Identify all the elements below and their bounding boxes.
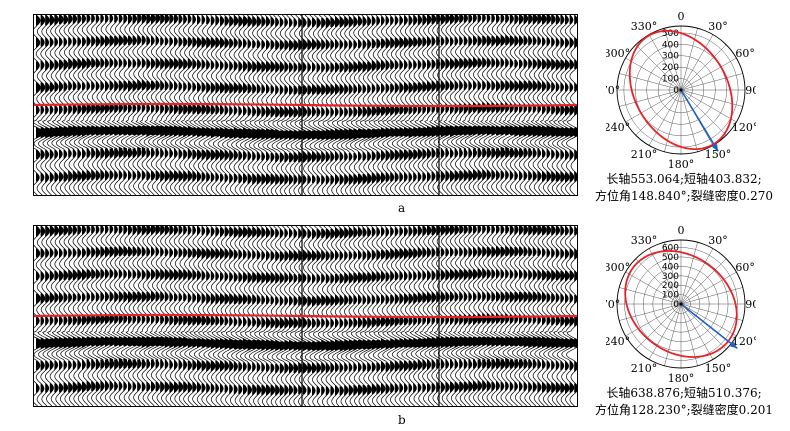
seismic-traces-b [34, 226, 577, 406]
angle-tick-label: 60° [735, 47, 755, 60]
angle-tick-label: 90° [745, 298, 756, 311]
panel-label-b: b [398, 413, 406, 427]
radial-tick-label: 200 [662, 281, 679, 291]
caption-b-line1: 长轴638.876;短轴510.376; [606, 386, 762, 400]
polar-outer-circle [616, 25, 746, 155]
caption-a-line1: 长轴553.064;短轴403.832; [606, 172, 762, 186]
angle-tick-label: 210° [631, 148, 658, 161]
radial-tick-label: 300 [662, 52, 679, 62]
anisotropy-ellipse [624, 250, 738, 358]
seismic-traces-a [34, 15, 577, 195]
radial-tick-label: 600 [662, 244, 679, 254]
angle-tick-label: 120° [732, 121, 756, 134]
polar-grid [617, 240, 745, 368]
caption-b: 长轴638.876;短轴510.376; 方位角128.230°;裂缝密度0.2… [574, 385, 790, 419]
angle-tick-label: 330° [631, 20, 658, 33]
radial-tick-label: 100 [662, 75, 679, 85]
panel-label-a: a [398, 201, 406, 215]
angle-tick-label: 330° [631, 234, 658, 247]
angle-tick-label: 30° [708, 20, 728, 33]
azimuth-arrow [680, 89, 719, 152]
angle-tick-label: 0 [678, 224, 685, 237]
radial-tick-label: 100 [662, 291, 679, 301]
radial-tick-label: 0 [673, 300, 679, 310]
radial-tick-label: 0 [673, 86, 679, 96]
angle-tick-label: 180° [668, 372, 695, 382]
anisotropy-ellipse [628, 29, 734, 151]
angle-tick-label: 30° [708, 234, 728, 247]
caption-a: 长轴553.064;短轴403.832; 方位角148.840°;裂缝密度0.2… [574, 171, 790, 205]
angle-tick-label: 180° [668, 158, 695, 168]
angle-tick-label: 150° [705, 362, 732, 375]
polar-plot-a: 0 30° 60° 90° 120° 150° 180° 210° 240° 270° 300° 33… [606, 10, 756, 168]
angle-tick-label: 120° [732, 335, 756, 348]
azimuth-arrow [680, 303, 738, 349]
radial-tick-label: 500 [662, 253, 679, 263]
angle-tick-label: 90° [745, 84, 756, 97]
radial-tick-label: 500 [662, 29, 679, 39]
radial-tick-label: 300 [662, 272, 679, 282]
angle-tick-label: 0 [678, 10, 685, 23]
polar-plot-b: 0 30° 60° 90° 120° 150° 180° 210° 240° 270° 300° 33… [606, 224, 756, 382]
radial-tick-label: 400 [662, 262, 679, 272]
angle-tick-label: 60° [735, 261, 755, 274]
picked-horizon-line [34, 102, 577, 108]
angle-tick-label: 150° [705, 148, 732, 161]
seismic-gather-a [33, 14, 578, 196]
radial-tick-label: 200 [662, 63, 679, 73]
caption-a-line2: 方位角148.840°;裂缝密度0.270 [594, 189, 774, 203]
polar-grid [617, 26, 745, 154]
angle-tick-label: 270° [606, 298, 620, 311]
angle-tick-label: 240° [606, 121, 630, 134]
caption-b-line2: 方位角128.230°;裂缝密度0.201 [594, 403, 774, 417]
angle-tick-label: 240° [606, 335, 630, 348]
picked-horizon-line [34, 313, 577, 319]
polar-outer-circle [616, 239, 746, 369]
angle-tick-label: 300° [606, 47, 630, 60]
seismic-gather-b [33, 225, 578, 407]
radial-tick-label: 400 [662, 40, 679, 50]
angle-tick-label: 270° [606, 84, 620, 97]
angle-tick-label: 210° [631, 362, 658, 375]
angle-tick-label: 300° [606, 261, 630, 274]
